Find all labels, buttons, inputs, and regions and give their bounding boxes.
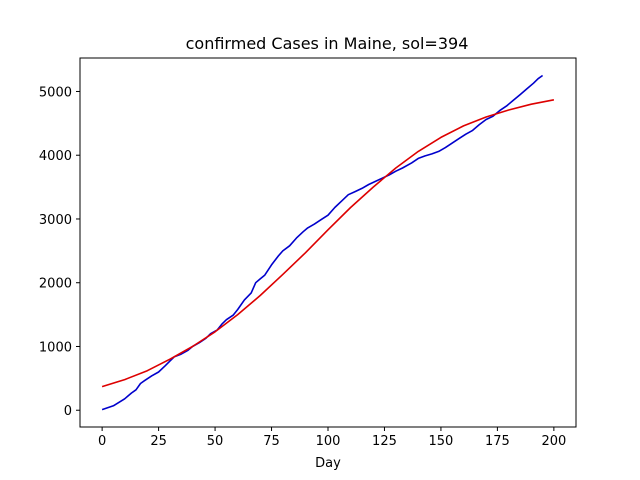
chart-title: confirmed Cases in Maine, sol=394 xyxy=(186,34,469,53)
x-tick-label: 175 xyxy=(485,434,510,449)
x-tick-label: 200 xyxy=(541,434,566,449)
fit-curve-line xyxy=(101,99,555,388)
y-tick-label: 5000 xyxy=(39,85,72,100)
y-tick-label: 2000 xyxy=(39,277,72,292)
y-tick-label: 0 xyxy=(64,404,72,419)
x-tick-label: 50 xyxy=(207,434,224,449)
plot-area xyxy=(101,74,555,411)
y-tick-label: 3000 xyxy=(39,213,72,228)
x-axis: 0 25 50 75 100 125 150 175 200 xyxy=(98,427,566,449)
x-tick-label: 125 xyxy=(372,434,397,449)
x-tick-label: 0 xyxy=(98,434,106,449)
x-tick-label: 25 xyxy=(150,434,167,449)
x-axis-label: Day xyxy=(315,456,341,471)
y-tick-label: 1000 xyxy=(39,340,72,355)
x-tick-label: 75 xyxy=(263,434,280,449)
x-tick-label: 100 xyxy=(316,434,341,449)
x-tick-label: 150 xyxy=(429,434,454,449)
y-tick-label: 4000 xyxy=(39,149,72,164)
y-axis: 0 1000 2000 3000 4000 5000 xyxy=(39,85,80,419)
plot-frame xyxy=(79,57,577,428)
